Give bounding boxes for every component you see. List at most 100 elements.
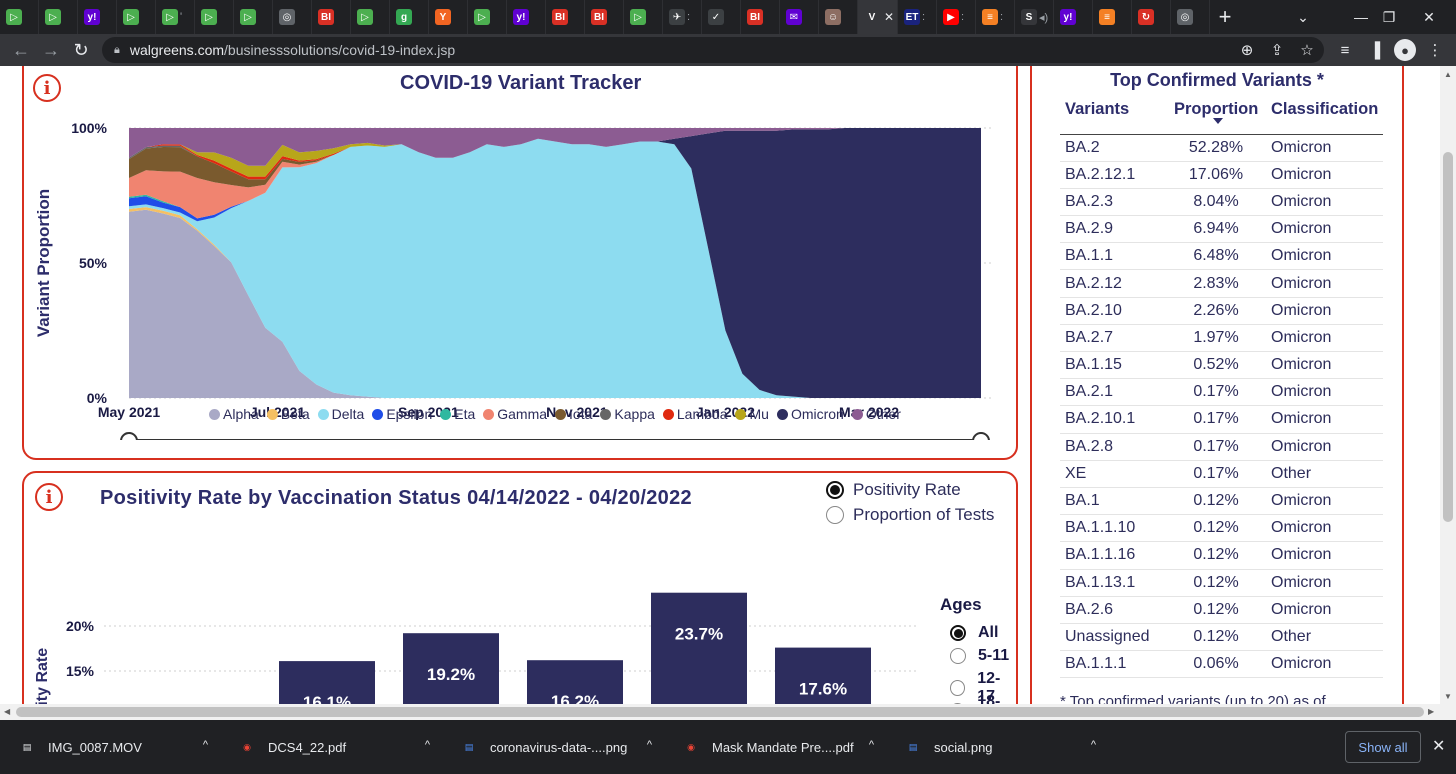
scroll-up-icon[interactable]: ▲ xyxy=(1444,70,1452,79)
share-icon[interactable]: ⇪ xyxy=(1270,42,1284,59)
radio-button[interactable] xyxy=(950,680,966,696)
legend-item[interactable]: Other xyxy=(851,406,901,422)
back-button[interactable]: ← xyxy=(12,39,30,60)
chevron-up-icon[interactable]: ^ xyxy=(202,739,208,751)
address-bar[interactable]: 🔒︎ walgreens.com/businesssolutions/covid… xyxy=(102,37,1324,63)
chevron-up-icon[interactable]: ^ xyxy=(424,739,430,751)
legend-item[interactable]: Gamma xyxy=(483,406,547,422)
bar[interactable] xyxy=(651,592,747,704)
scroll-down-icon[interactable]: ▼ xyxy=(1444,692,1452,701)
browser-tab[interactable]: ☺ xyxy=(819,0,858,34)
browser-tab[interactable]: V ✕ xyxy=(858,0,898,34)
legend-item[interactable]: Alpha xyxy=(209,406,259,422)
radio-button[interactable] xyxy=(950,648,966,664)
minimize-button[interactable]: — xyxy=(1354,9,1368,25)
tab-search-chevron-icon[interactable]: ⌄ xyxy=(1297,8,1309,25)
chevron-up-icon[interactable]: ^ xyxy=(646,739,652,751)
vertical-scrollbar[interactable]: ▲ ▼ xyxy=(1440,66,1456,704)
restore-button[interactable]: ❐ xyxy=(1382,8,1396,25)
legend-item[interactable]: Kappa xyxy=(600,406,655,422)
legend-item[interactable]: Lambda xyxy=(662,406,727,422)
browser-tab[interactable]: y! xyxy=(1054,0,1093,34)
browser-tab[interactable]: BI xyxy=(585,0,624,34)
download-item[interactable]: ◉ DCS4_22.pdf ^ xyxy=(222,720,444,774)
range-slider-start-handle[interactable] xyxy=(120,432,138,440)
browser-tab[interactable]: BI xyxy=(546,0,585,34)
legend-item[interactable]: Delta xyxy=(317,406,364,422)
zoom-icon[interactable]: ⊕ xyxy=(1240,42,1254,59)
profile-avatar-icon[interactable]: ● xyxy=(1394,39,1416,61)
close-window-button[interactable]: ✕ xyxy=(1423,8,1435,25)
show-all-button[interactable]: Show all xyxy=(1345,731,1421,763)
browser-tab[interactable]: Y xyxy=(429,0,468,34)
radio-button[interactable] xyxy=(826,481,844,499)
browser-tab[interactable]: y! xyxy=(507,0,546,34)
menu-kebab-icon[interactable]: ⋮ xyxy=(1427,42,1443,59)
scroll-right-icon[interactable]: ▶ xyxy=(1428,707,1435,716)
legend-item[interactable]: Beta xyxy=(266,406,310,422)
close-downloads-icon[interactable]: ✕ xyxy=(1432,738,1446,755)
browser-tab[interactable]: ▷ xyxy=(624,0,663,34)
close-tab-icon[interactable]: ✕ xyxy=(884,10,895,24)
browser-tab[interactable]: ▷ xyxy=(468,0,507,34)
browser-tab[interactable]: ◎ xyxy=(1171,0,1210,34)
browser-tab[interactable]: ≡: xyxy=(976,0,1015,34)
browser-tab[interactable]: ▷ xyxy=(234,0,273,34)
browser-tab[interactable]: ▷ ' xyxy=(156,0,195,34)
browser-tab[interactable]: S ◂) xyxy=(1015,0,1054,34)
browser-tab[interactable]: ET: xyxy=(898,0,937,34)
info-icon[interactable]: i xyxy=(35,483,63,511)
horizontal-scrollbar[interactable]: ◀ ▶ xyxy=(0,704,1456,720)
column-header-proportion[interactable]: Proportion xyxy=(1170,96,1262,135)
legend-item[interactable]: Epsilon xyxy=(372,406,432,422)
bar[interactable] xyxy=(775,647,871,704)
option-positivity-rate[interactable]: Positivity Rate xyxy=(826,480,961,500)
legend-item[interactable]: Iota xyxy=(555,406,592,422)
browser-tab[interactable]: ▷ xyxy=(195,0,234,34)
browser-tab[interactable]: ◎ xyxy=(273,0,312,34)
age-option[interactable]: 18-44 xyxy=(950,693,1016,704)
bar[interactable] xyxy=(279,661,375,704)
age-option[interactable]: 12-17 xyxy=(950,670,1016,704)
chevron-up-icon[interactable]: ^ xyxy=(1090,739,1096,751)
column-header-variants[interactable]: Variants xyxy=(1060,96,1170,135)
browser-tab[interactable]: ✈: xyxy=(663,0,702,34)
browser-tab[interactable]: ≡ xyxy=(1093,0,1132,34)
radio-button[interactable] xyxy=(826,506,844,524)
browser-tab[interactable]: ✓ xyxy=(702,0,741,34)
forward-button[interactable]: → xyxy=(42,39,60,60)
browser-tab[interactable]: y! xyxy=(78,0,117,34)
column-header-classification[interactable]: Classification xyxy=(1262,96,1383,135)
browser-tab[interactable]: ▷ xyxy=(0,0,39,34)
browser-tab[interactable]: BI xyxy=(741,0,780,34)
scroll-left-icon[interactable]: ◀ xyxy=(4,707,11,716)
browser-tab[interactable]: g xyxy=(390,0,429,34)
info-icon[interactable]: i xyxy=(33,74,61,102)
bar[interactable] xyxy=(403,633,499,704)
legend-item[interactable]: Omicron xyxy=(776,406,844,422)
download-item[interactable]: ◉ Mask Mandate Pre....pdf ^ xyxy=(666,720,888,774)
media-queue-icon[interactable]: ≡ xyxy=(1340,41,1350,59)
reload-button[interactable]: ↻ xyxy=(73,39,89,60)
browser-tab[interactable]: ▶: xyxy=(937,0,976,34)
side-panel-icon[interactable]: ▐ xyxy=(1369,41,1381,59)
legend-item[interactable]: Eta xyxy=(440,406,475,422)
browser-tab[interactable]: ▷ xyxy=(39,0,78,34)
browser-tab[interactable]: ✉ xyxy=(780,0,819,34)
bar[interactable] xyxy=(527,660,623,704)
range-slider-end-handle[interactable] xyxy=(972,432,990,440)
download-item[interactable]: ▤ coronavirus-data-....png ^ xyxy=(444,720,666,774)
browser-tab[interactable]: ▷ xyxy=(351,0,390,34)
age-option[interactable]: 5-11 xyxy=(950,647,1009,665)
horizontal-scroll-thumb[interactable] xyxy=(16,707,1424,717)
bookmark-star-icon[interactable]: ☆ xyxy=(1300,42,1314,59)
radio-button[interactable] xyxy=(950,625,966,641)
option-proportion-of-tests[interactable]: Proportion of Tests xyxy=(826,505,994,525)
browser-tab[interactable]: ↻ xyxy=(1132,0,1171,34)
download-item[interactable]: ▤ IMG_0087.MOV ^ xyxy=(0,720,222,774)
age-option[interactable]: All xyxy=(950,624,998,642)
chevron-up-icon[interactable]: ^ xyxy=(868,739,874,751)
new-tab-button[interactable]: + xyxy=(1218,4,1232,29)
browser-tab[interactable]: BI xyxy=(312,0,351,34)
vertical-scroll-thumb[interactable] xyxy=(1443,152,1453,522)
